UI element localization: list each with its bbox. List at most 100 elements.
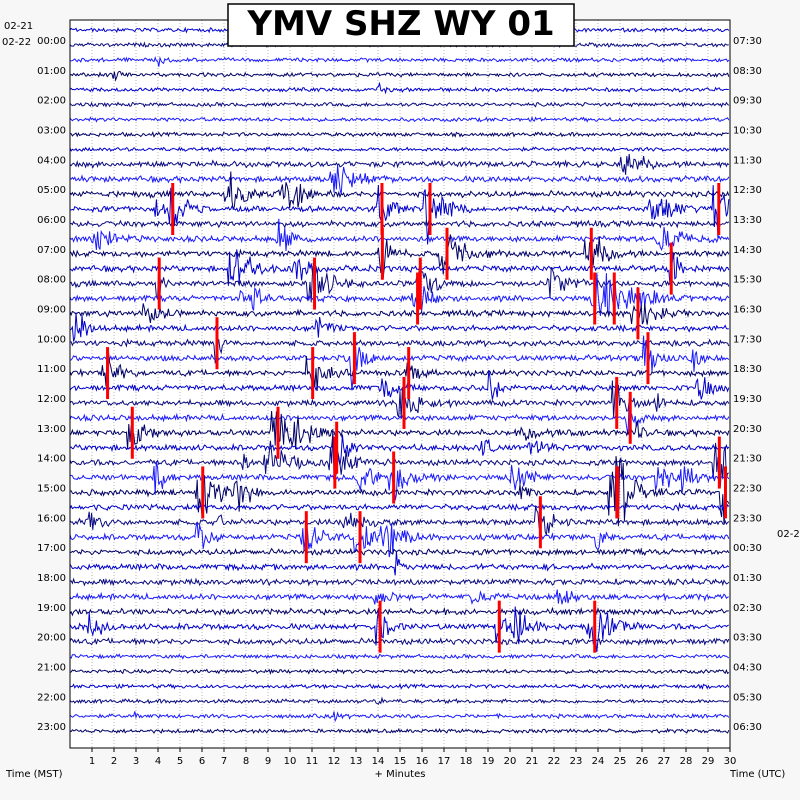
trace-row	[69, 637, 730, 647]
x-tick-label: 9	[265, 756, 271, 767]
clipped-signal	[335, 421, 339, 474]
clipped-signal	[276, 406, 280, 459]
trace-row	[69, 398, 730, 435]
right-hour-label: 16:30	[733, 305, 762, 316]
left-hour-label: 08:00	[37, 275, 66, 286]
trace-row	[69, 606, 729, 617]
trace-row	[69, 337, 730, 364]
x-tick-label: 27	[658, 756, 671, 767]
left-hour-label: 02:00	[37, 96, 66, 107]
trace-row	[69, 234, 730, 279]
clipped-signal	[416, 272, 420, 325]
right-hour-label: 14:30	[733, 245, 762, 256]
clipped-signal	[304, 511, 308, 564]
trace-row	[69, 171, 730, 210]
right-hour-label: 22:30	[733, 484, 762, 495]
clipped-signal	[428, 183, 432, 235]
left-hour-label: 23:00	[37, 722, 66, 733]
clipped-signal	[130, 406, 134, 459]
trace-row	[69, 346, 729, 391]
clipped-signal	[352, 332, 356, 385]
x-tick-label: 10	[284, 756, 297, 767]
right-hour-label: 02:30	[733, 603, 762, 614]
clipped-signal	[723, 466, 727, 519]
trace-row	[69, 727, 730, 735]
trace-row	[69, 131, 729, 138]
x-tick-label: 23	[570, 756, 583, 767]
left-hour-label: 18:00	[37, 573, 66, 584]
right-hour-label: 05:30	[733, 692, 762, 703]
right-hour-label: 00:30	[733, 543, 762, 554]
clipped-signal-layer	[106, 183, 727, 653]
clipped-signal	[313, 257, 317, 310]
clipped-signal	[201, 466, 205, 519]
clipped-signal	[589, 227, 593, 280]
clipped-signal	[358, 511, 362, 564]
x-tick-label: 15	[394, 756, 407, 767]
trace-row	[69, 260, 730, 303]
left-hour-label: 21:00	[37, 663, 66, 674]
clipped-signal	[311, 347, 315, 400]
clipped-signal	[615, 376, 619, 429]
clipped-signal	[646, 332, 650, 385]
left-axis-label: Time (MST)	[5, 769, 63, 780]
clipped-signal	[380, 227, 384, 280]
left-hour-label: 04:00	[37, 155, 66, 166]
clipped-signal	[402, 376, 406, 429]
left-hour-label: 01:00	[37, 66, 66, 77]
left-hour-label: 16:00	[37, 513, 66, 524]
left-hour-label: 10:00	[37, 334, 66, 345]
trace-row	[69, 249, 730, 286]
clipped-signal	[497, 600, 501, 653]
chart-title: YMV SHZ WY 01	[246, 4, 554, 44]
right-hour-label: 21:30	[733, 454, 762, 465]
trace-row	[69, 551, 730, 576]
trace-row	[69, 218, 730, 252]
trace-row	[69, 683, 730, 690]
right-hour-label: 15:30	[733, 275, 762, 286]
trace-row	[69, 522, 730, 558]
trace-row	[69, 153, 730, 175]
trace-row	[69, 696, 730, 705]
trace-row	[69, 272, 730, 316]
trace-row	[69, 604, 729, 653]
clipped-signal	[215, 317, 219, 370]
trace-row	[69, 653, 730, 660]
trace-row	[69, 116, 730, 123]
trace-row	[70, 547, 730, 557]
trace-row	[69, 312, 729, 342]
left-date-top: 02-21	[4, 21, 33, 32]
clipped-signal	[636, 287, 640, 340]
trace-row	[69, 428, 729, 487]
trace-row	[69, 335, 730, 391]
x-tick-label: 28	[680, 756, 693, 767]
right-hour-label: 11:30	[733, 155, 762, 166]
trace-row	[69, 577, 730, 587]
right-hour-label: 01:30	[733, 573, 762, 584]
x-axis-label: + Minutes	[375, 769, 426, 780]
right-hour-label: 06:30	[733, 722, 762, 733]
clipped-signal	[669, 242, 673, 295]
left-hour-label: 11:00	[37, 364, 66, 375]
clipped-signal	[593, 600, 597, 653]
left-hour-label: 14:00	[37, 454, 66, 465]
left-hour-label: 19:00	[37, 603, 66, 614]
x-tick-label: 19	[482, 756, 495, 767]
left-hour-label: 06:00	[37, 215, 66, 226]
x-tick-label: 6	[199, 756, 205, 767]
clipped-signal	[157, 257, 161, 310]
clipped-signal	[538, 496, 542, 549]
trace-row	[69, 668, 730, 675]
right-hour-label: 19:30	[733, 394, 762, 405]
right-time-labels: 07:30 08:30 09:30 10:30 11:30 12:30 13:30 14:30…	[733, 36, 762, 733]
right-hour-label: 03:30	[733, 633, 762, 644]
right-hour-label: 10:30	[733, 126, 762, 137]
x-tick-label: 3	[133, 756, 139, 767]
trace-row	[69, 184, 730, 245]
clipped-signal	[717, 436, 721, 489]
right-axis-label: Time (UTC)	[729, 769, 785, 780]
x-tick-labels: 1 2 3 4 5 6 7 8 9 10 11 12 13 14 15 16 17 18 19 20 21 22 23 24 2…	[89, 748, 736, 767]
left-hour-label: 00:00	[37, 36, 66, 47]
x-tick-label: 24	[592, 756, 605, 767]
